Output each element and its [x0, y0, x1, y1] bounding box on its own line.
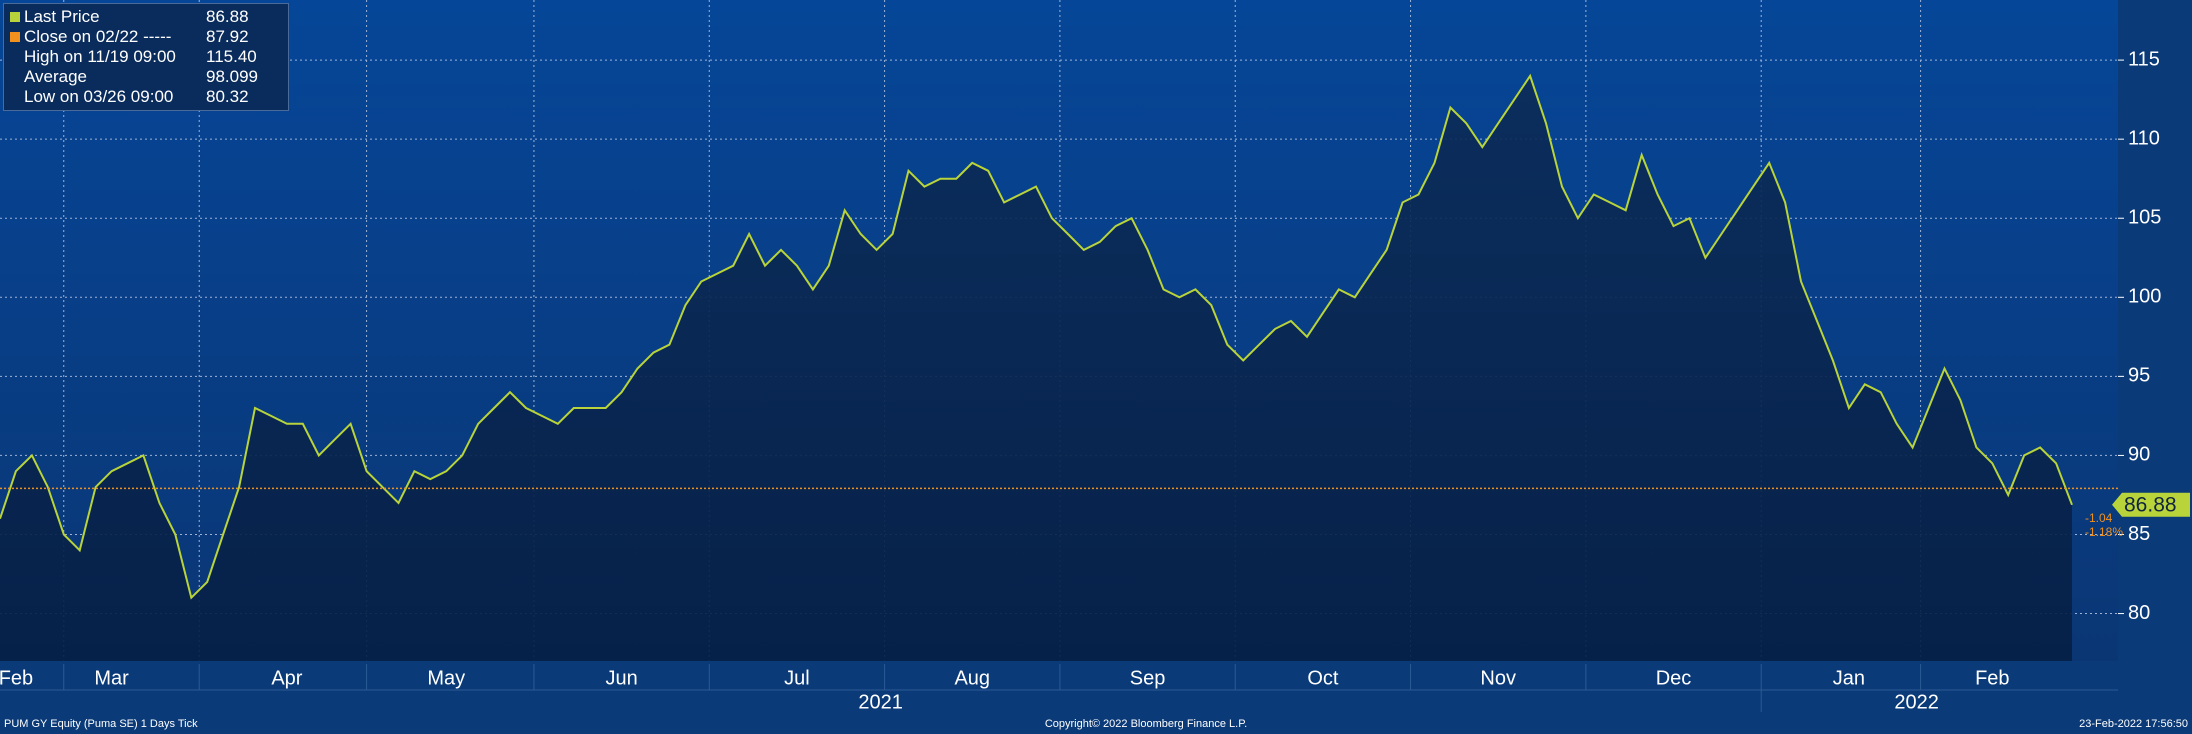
footer-left: PUM GY Equity (Puma SE) 1 Days Tick: [4, 718, 198, 730]
x-tick-label: Feb: [1975, 667, 2009, 689]
year-label: 2022: [1894, 691, 1939, 713]
legend-label: Last Price: [24, 7, 100, 26]
y-tick-label: 85: [2128, 523, 2150, 545]
x-tick-label: Jun: [605, 667, 637, 689]
legend-swatch: [10, 72, 20, 82]
x-tick-label: Apr: [271, 667, 302, 689]
last-price-label: 86.88: [2124, 493, 2177, 516]
year-label: 2021: [858, 691, 903, 713]
legend-swatch: [10, 52, 20, 62]
change-label: -1.04: [2085, 511, 2113, 525]
footer-center: Copyright© 2022 Bloomberg Finance L.P.: [1045, 718, 1247, 730]
last-price-tag: [2112, 492, 2190, 517]
legend-value: 98.099: [206, 67, 258, 86]
x-tick-label: Jan: [1833, 667, 1865, 689]
legend-row: Last Price 86.88: [8, 7, 284, 27]
x-tick-label: Jul: [784, 667, 810, 689]
y-tick-label: 95: [2128, 365, 2150, 387]
price-line: [0, 73, 2073, 600]
legend-row: Close on 02/22 ----- 87.92: [8, 27, 284, 47]
y-tick-label: 80: [2128, 602, 2150, 624]
legend-row: Low on 03/26 09:00 80.32: [8, 87, 284, 107]
x-tick-label: Aug: [954, 667, 990, 689]
legend-swatch: [10, 12, 20, 22]
area: [0, 75, 2072, 661]
legend-label: High on 11/19 09:00: [24, 47, 176, 66]
x-tick-label: Mar: [94, 667, 129, 689]
y-tick-label: 90: [2128, 444, 2150, 466]
legend-swatch: [10, 32, 20, 42]
x-tick-label: Oct: [1307, 667, 1339, 689]
y-tick-label: 110: [2128, 127, 2160, 149]
legend-row: Average 98.099: [8, 67, 284, 87]
footer-right: 23-Feb-2022 17:56:50: [2079, 718, 2188, 730]
y-tick-label: 105: [2128, 207, 2161, 229]
y-tick-label: 100: [2128, 286, 2161, 308]
legend-swatch: [10, 92, 20, 102]
x-tick-label: Dec: [1656, 667, 1692, 689]
legend-label: Close on 02/22 -----: [24, 27, 172, 46]
legend-value: 86.88: [206, 7, 249, 26]
x-tick-label: Feb: [0, 667, 33, 689]
x-tick-label: May: [427, 667, 465, 689]
x-tick-label: Sep: [1130, 667, 1166, 689]
legend-row: High on 11/19 09:00 115.40: [8, 47, 284, 67]
x-tick-label: Nov: [1480, 667, 1516, 689]
legend-value: 87.92: [206, 27, 249, 46]
legend-label: Average: [24, 67, 88, 86]
legend-value: 80.32: [206, 87, 249, 106]
change-pct-label: -1.18%: [2085, 525, 2123, 539]
legend-label: Low on 03/26 09:00: [24, 87, 174, 106]
legend: Last Price 86.88 Close on 02/22 ----- 87.92…: [3, 3, 289, 111]
y-tick-label: 115: [2128, 48, 2160, 70]
legend-value: 115.40: [206, 47, 257, 66]
